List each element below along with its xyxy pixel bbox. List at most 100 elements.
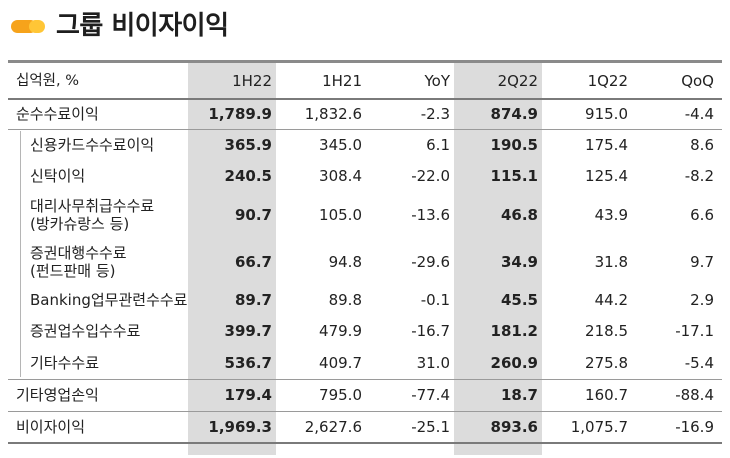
col-header-yoy: YoY bbox=[424, 72, 450, 90]
value-cell: 45.5 bbox=[500, 291, 538, 309]
value-cell: 893.6 bbox=[490, 418, 538, 436]
table-bottom-rule bbox=[8, 442, 722, 444]
value-cell: 795.0 bbox=[319, 386, 362, 404]
value-cell: -17.1 bbox=[675, 322, 714, 340]
value-cell: 31.0 bbox=[416, 354, 450, 372]
title-bullet-icon bbox=[11, 20, 45, 33]
value-cell: 6.1 bbox=[426, 136, 450, 154]
value-cell: -5.4 bbox=[684, 354, 714, 372]
row-label: 신탁이익 bbox=[30, 167, 86, 185]
value-cell: -88.4 bbox=[675, 386, 714, 404]
value-cell: -16.9 bbox=[675, 418, 714, 436]
table-top-rule bbox=[8, 60, 722, 63]
table-row: Banking업무관련수수료 89.7 89.8 -0.1 45.5 44.2 2.9 bbox=[8, 285, 722, 315]
value-cell: 479.9 bbox=[319, 322, 362, 340]
value-cell: 44.2 bbox=[594, 291, 628, 309]
value-cell: 1,969.3 bbox=[208, 418, 272, 436]
value-cell: 125.4 bbox=[585, 167, 628, 185]
value-cell: -13.6 bbox=[411, 206, 450, 224]
value-cell: 94.8 bbox=[328, 253, 362, 271]
value-cell: 89.7 bbox=[234, 291, 272, 309]
value-cell: 536.7 bbox=[224, 354, 272, 372]
value-cell: 218.5 bbox=[585, 322, 628, 340]
value-cell: -16.7 bbox=[411, 322, 450, 340]
value-cell: 2.9 bbox=[690, 291, 714, 309]
header: 그룹 비이자이익 bbox=[0, 0, 730, 60]
table-row: 순수수료이익 1,789.9 1,832.6 -2.3 874.9 915.0 -4.4 bbox=[8, 99, 722, 129]
value-cell: 66.7 bbox=[234, 253, 272, 271]
value-cell: 190.5 bbox=[490, 136, 538, 154]
table-row: 신용카드수수료이익 365.9 345.0 6.1 190.5 175.4 8.6 bbox=[8, 129, 722, 161]
row-label: 대리사무취급수수료 (방카슈랑스 등) bbox=[30, 191, 154, 239]
value-cell: 874.9 bbox=[490, 105, 538, 123]
table-row: 기타수수료 536.7 409.7 31.0 260.9 275.8 -5.4 bbox=[8, 347, 722, 379]
row-label: 신용카드수수료이익 bbox=[30, 136, 155, 154]
value-cell: 1,075.7 bbox=[570, 418, 628, 436]
value-cell: 365.9 bbox=[224, 136, 272, 154]
value-cell: -77.4 bbox=[411, 386, 450, 404]
table-row: 증권업수입수수료 399.7 479.9 -16.7 181.2 218.5 -17.1 bbox=[8, 315, 722, 347]
value-cell: 34.9 bbox=[500, 253, 538, 271]
value-cell: 105.0 bbox=[319, 206, 362, 224]
col-header-1h22: 1H22 bbox=[232, 72, 272, 90]
value-cell: 240.5 bbox=[224, 167, 272, 185]
row-label-sub-line: (펀드판매 등) bbox=[30, 262, 116, 280]
row-separator bbox=[8, 379, 722, 380]
value-cell: 409.7 bbox=[319, 354, 362, 372]
value-cell: 115.1 bbox=[490, 167, 538, 185]
col-header-qoq: QoQ bbox=[681, 72, 714, 90]
value-cell: 8.6 bbox=[690, 136, 714, 154]
value-cell: -0.1 bbox=[420, 291, 450, 309]
value-cell: 915.0 bbox=[585, 105, 628, 123]
value-cell: 260.9 bbox=[490, 354, 538, 372]
value-cell: 9.7 bbox=[690, 253, 714, 271]
page-title: 그룹 비이자이익 bbox=[56, 11, 229, 41]
value-cell: 308.4 bbox=[319, 167, 362, 185]
sub-items-bracket-line bbox=[20, 131, 21, 377]
highlight-column-2q22 bbox=[454, 63, 542, 455]
value-cell: -25.1 bbox=[411, 418, 450, 436]
value-cell: 89.8 bbox=[328, 291, 362, 309]
value-cell: -4.4 bbox=[684, 105, 714, 123]
col-header-2q22: 2Q22 bbox=[497, 72, 538, 90]
value-cell: 175.4 bbox=[585, 136, 628, 154]
value-cell: 275.8 bbox=[585, 354, 628, 372]
value-cell: 179.4 bbox=[224, 386, 272, 404]
value-cell: 46.8 bbox=[500, 206, 538, 224]
value-cell: 2,627.6 bbox=[304, 418, 362, 436]
row-label-line: 대리사무취급수수료 bbox=[30, 197, 155, 215]
table-row: 신탁이익 240.5 308.4 -22.0 115.1 125.4 -8.2 bbox=[8, 161, 722, 191]
value-cell: 18.7 bbox=[500, 386, 538, 404]
row-label: 순수수료이익 bbox=[16, 105, 99, 123]
value-cell: -22.0 bbox=[411, 167, 450, 185]
header-separator bbox=[8, 98, 722, 100]
row-label: 비이자이익 bbox=[16, 418, 86, 436]
value-cell: -29.6 bbox=[411, 253, 450, 271]
value-cell: 6.6 bbox=[690, 206, 714, 224]
row-label-sub-line: (방카슈랑스 등) bbox=[30, 215, 130, 233]
col-header-1q22: 1Q22 bbox=[587, 72, 628, 90]
row-label: 증권업수입수수료 bbox=[30, 322, 141, 340]
value-cell: -2.3 bbox=[420, 105, 450, 123]
value-cell: 160.7 bbox=[585, 386, 628, 404]
table-row: 증권대행수수료 (펀드판매 등) 66.7 94.8 -29.6 34.9 31.8 9.7 bbox=[8, 239, 722, 285]
row-label: Banking업무관련수수료 bbox=[30, 291, 188, 309]
value-cell: 31.8 bbox=[594, 253, 628, 271]
row-separator bbox=[8, 129, 722, 130]
table-row: 대리사무취급수수료 (방카슈랑스 등) 90.7 105.0 -13.6 46.8 43.9… bbox=[8, 191, 722, 239]
value-cell: 90.7 bbox=[234, 206, 272, 224]
value-cell: 181.2 bbox=[490, 322, 538, 340]
col-header-1h21: 1H21 bbox=[322, 72, 362, 90]
value-cell: 1,789.9 bbox=[208, 105, 272, 123]
row-label: 기타영업손익 bbox=[16, 386, 99, 404]
value-cell: 399.7 bbox=[224, 322, 272, 340]
table-header-row: 십억원, % 1H22 1H21 YoY 2Q22 1Q22 QoQ bbox=[8, 63, 722, 99]
unit-header: 십억원, % bbox=[16, 73, 80, 89]
value-cell: 345.0 bbox=[319, 136, 362, 154]
value-cell: -8.2 bbox=[684, 167, 714, 185]
table-row: 비이자이익 1,969.3 2,627.6 -25.1 893.6 1,075.7 -16.… bbox=[8, 411, 722, 443]
highlight-column-1h22 bbox=[188, 63, 276, 455]
row-label: 증권대행수수료 (펀드판매 등) bbox=[30, 239, 127, 285]
row-label-line: 증권대행수수료 bbox=[30, 244, 127, 262]
row-separator bbox=[8, 411, 722, 412]
